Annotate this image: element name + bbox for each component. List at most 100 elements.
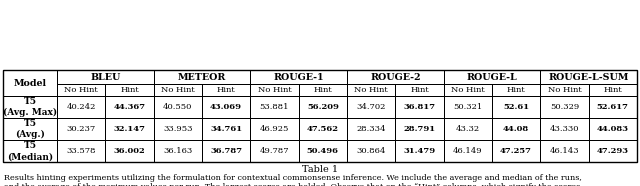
Bar [540, 96, 589, 118]
Text: ROUGE-2: ROUGE-2 [370, 73, 420, 81]
Text: 44.367: 44.367 [113, 103, 145, 111]
Bar [540, 70, 637, 84]
Text: 36.817: 36.817 [403, 103, 436, 111]
Text: 28.334: 28.334 [356, 125, 386, 133]
Bar [106, 118, 154, 140]
Bar [299, 118, 347, 140]
Bar [492, 118, 540, 140]
Bar [3, 70, 57, 96]
Bar [202, 96, 250, 118]
Bar [444, 84, 492, 96]
Text: Hint: Hint [314, 86, 332, 94]
Text: 30.237: 30.237 [67, 125, 96, 133]
Bar [299, 140, 347, 162]
Text: 52.61: 52.61 [503, 103, 529, 111]
Text: 46.143: 46.143 [550, 147, 579, 155]
Bar [589, 84, 637, 96]
Bar [3, 96, 57, 118]
Text: Hint: Hint [604, 86, 622, 94]
Bar [3, 118, 57, 140]
Text: No Hint: No Hint [548, 86, 581, 94]
Text: 53.881: 53.881 [260, 103, 289, 111]
Text: 46.925: 46.925 [260, 125, 289, 133]
Text: ROUGE-L-SUM: ROUGE-L-SUM [548, 73, 629, 81]
Bar [347, 70, 444, 84]
Bar [540, 140, 589, 162]
Text: BLEU: BLEU [90, 73, 120, 81]
Text: Hint: Hint [410, 86, 429, 94]
Bar [106, 96, 154, 118]
Bar [396, 84, 444, 96]
Bar [347, 84, 396, 96]
Bar [57, 140, 106, 162]
Bar [57, 96, 106, 118]
Text: METEOR: METEOR [178, 73, 226, 81]
Bar [202, 140, 250, 162]
Bar [444, 118, 492, 140]
Text: 56.209: 56.209 [307, 103, 339, 111]
Text: 36.002: 36.002 [114, 147, 145, 155]
Text: Hint: Hint [507, 86, 525, 94]
Bar [250, 84, 299, 96]
Text: 44.083: 44.083 [597, 125, 629, 133]
Bar [154, 96, 202, 118]
Bar [106, 84, 154, 96]
Bar [154, 140, 202, 162]
Bar [57, 84, 106, 96]
Text: 36.787: 36.787 [210, 147, 242, 155]
Text: 43.069: 43.069 [210, 103, 242, 111]
Bar [299, 96, 347, 118]
Bar [589, 96, 637, 118]
Text: No Hint: No Hint [161, 86, 195, 94]
Text: 46.149: 46.149 [453, 147, 483, 155]
Text: 47.293: 47.293 [597, 147, 629, 155]
Text: 28.791: 28.791 [403, 125, 436, 133]
Text: 34.761: 34.761 [210, 125, 242, 133]
Text: No Hint: No Hint [355, 86, 388, 94]
Bar [347, 96, 396, 118]
Text: No Hint: No Hint [258, 86, 291, 94]
Text: 44.08: 44.08 [503, 125, 529, 133]
Bar [347, 140, 396, 162]
Text: No Hint: No Hint [451, 86, 484, 94]
Text: Results hinting experiments utilizing the formulation for contextual commonsense: Results hinting experiments utilizing th… [4, 174, 582, 182]
Text: 43.330: 43.330 [550, 125, 579, 133]
Bar [106, 140, 154, 162]
Bar [154, 118, 202, 140]
Bar [154, 84, 202, 96]
Bar [444, 70, 540, 84]
Bar [202, 118, 250, 140]
Bar [540, 118, 589, 140]
Bar [250, 118, 299, 140]
Text: 40.550: 40.550 [163, 103, 193, 111]
Bar [202, 84, 250, 96]
Bar [396, 96, 444, 118]
Text: 50.329: 50.329 [550, 103, 579, 111]
Bar [347, 118, 396, 140]
Text: 50.496: 50.496 [307, 147, 339, 155]
Bar [589, 118, 637, 140]
Text: 47.562: 47.562 [307, 125, 339, 133]
Text: T5
(Avg.): T5 (Avg.) [15, 119, 45, 139]
Bar [589, 140, 637, 162]
Text: 47.257: 47.257 [500, 147, 532, 155]
Text: Hint: Hint [120, 86, 139, 94]
Bar [154, 70, 250, 84]
Text: 30.864: 30.864 [356, 147, 386, 155]
Bar [492, 140, 540, 162]
Text: ROUGE-1: ROUGE-1 [273, 73, 324, 81]
Text: 36.163: 36.163 [163, 147, 193, 155]
Bar [540, 84, 589, 96]
Text: Table 1: Table 1 [302, 165, 338, 174]
Text: 31.479: 31.479 [403, 147, 436, 155]
Bar [299, 84, 347, 96]
Text: 33.578: 33.578 [67, 147, 96, 155]
Text: T5
(Avg. Max): T5 (Avg. Max) [3, 97, 57, 117]
Text: 32.147: 32.147 [113, 125, 145, 133]
Bar [3, 70, 637, 162]
Bar [250, 96, 299, 118]
Text: Hint: Hint [217, 86, 236, 94]
Bar [492, 96, 540, 118]
Bar [396, 140, 444, 162]
Bar [396, 118, 444, 140]
